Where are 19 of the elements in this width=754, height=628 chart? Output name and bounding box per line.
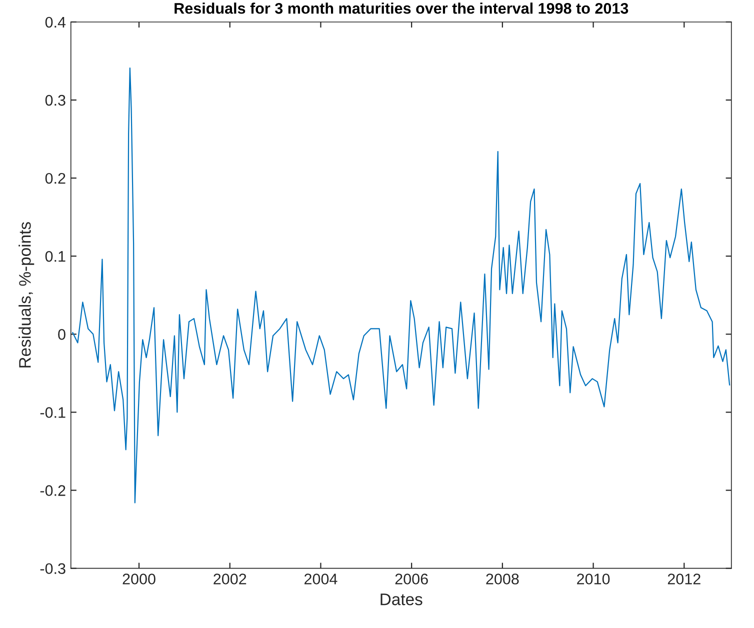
x-tick-label: 2004 xyxy=(304,574,338,584)
chart-title: Residuals for 3 month maturities over the interval 1998 to 2013 xyxy=(174,2,628,14)
y-tick-label: 0 xyxy=(58,329,66,340)
y-tick-label: 0.1 xyxy=(45,251,66,262)
y-axis-title: Residuals, %-points xyxy=(18,222,34,368)
x-tick-label: 2000 xyxy=(122,574,156,584)
x-tick-label: 2002 xyxy=(214,574,246,584)
x-tick-label: 2008 xyxy=(486,574,519,584)
y-tick-label: -0.3 xyxy=(40,563,66,574)
x-axis-title: Dates xyxy=(380,594,422,606)
y-tick-label: 0.3 xyxy=(45,94,66,106)
x-tick-label: 2006 xyxy=(395,574,428,584)
y-tick-label: -0.1 xyxy=(40,407,66,418)
x-tick-label: 2012 xyxy=(668,574,700,584)
x-tick-label: 2010 xyxy=(577,574,610,584)
y-tick-label: -0.2 xyxy=(40,485,66,496)
y-tick-label: 0.2 xyxy=(45,172,66,184)
y-tick-label: 0.4 xyxy=(45,16,66,28)
line-series xyxy=(72,67,730,504)
